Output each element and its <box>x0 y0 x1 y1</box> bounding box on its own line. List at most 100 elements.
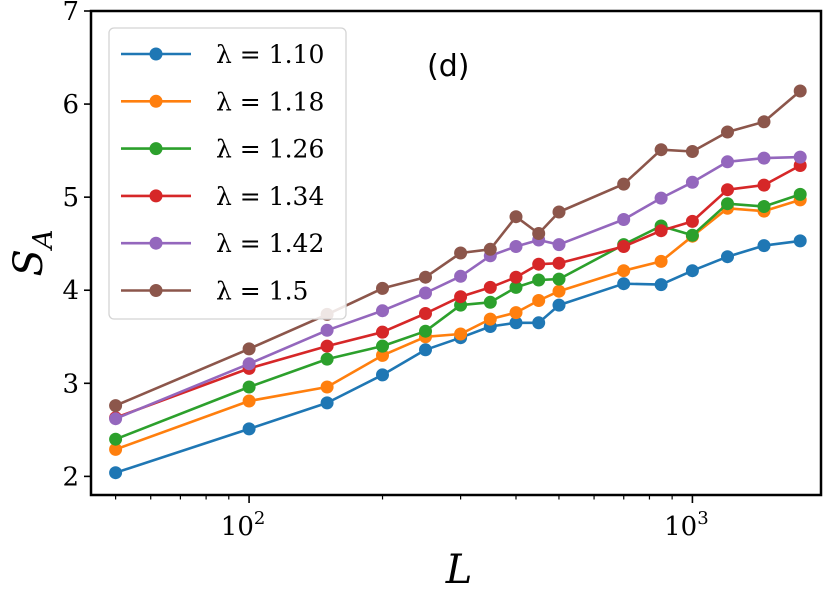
data-point <box>109 399 123 413</box>
y-tick-label: 2 <box>62 462 79 492</box>
data-point <box>109 466 123 480</box>
data-point <box>617 213 631 226</box>
y-tick-label: 6 <box>62 90 79 120</box>
legend-label: λ = 1.5 <box>216 277 308 306</box>
x-tick-label: 103 <box>664 508 709 542</box>
legend-label: λ = 1.10 <box>216 40 324 69</box>
data-point <box>685 145 699 158</box>
legend-label: λ = 1.26 <box>216 135 324 164</box>
x-axis-label: L <box>445 547 473 589</box>
data-point <box>376 348 389 362</box>
data-point <box>552 205 566 219</box>
legend-entry: λ = 1.26 <box>121 135 324 164</box>
data-point <box>454 290 468 304</box>
data-point <box>532 273 546 287</box>
data-point <box>320 380 334 394</box>
y-tick-label: 7 <box>62 0 79 27</box>
data-point <box>509 280 523 294</box>
data-point <box>320 323 334 337</box>
data-point <box>419 270 432 284</box>
y-axis-label-sub: A <box>28 230 59 253</box>
data-point <box>552 256 566 270</box>
y-axis-label-main: S <box>6 249 52 276</box>
data-point <box>320 396 334 410</box>
data-point <box>320 339 334 353</box>
legend-label: λ = 1.34 <box>216 182 324 211</box>
legend-label: λ = 1.42 <box>216 229 324 258</box>
data-point <box>109 432 123 446</box>
data-point <box>109 442 123 456</box>
legend: λ = 1.10 λ = 1.18 λ = 1.26 λ = 1.34 λ = 1.42… <box>108 27 347 320</box>
data-point <box>242 357 256 371</box>
series-layer <box>109 84 807 480</box>
data-point <box>654 278 668 292</box>
data-point <box>320 352 334 366</box>
series-line-5 <box>115 155 801 420</box>
data-point <box>617 277 631 291</box>
data-point <box>376 325 389 339</box>
legend-marker <box>149 236 163 250</box>
data-point <box>419 343 432 357</box>
data-point <box>483 295 497 309</box>
y-tick-label: 3 <box>62 369 79 399</box>
legend-marker <box>149 189 163 203</box>
data-point <box>509 270 523 284</box>
data-point <box>654 254 668 268</box>
data-point <box>454 246 468 260</box>
legend-entry: λ = 1.34 <box>121 182 324 211</box>
data-point <box>654 224 668 238</box>
legend-marker <box>149 94 163 108</box>
data-point <box>793 187 807 201</box>
data-point <box>483 280 497 294</box>
data-point <box>617 240 631 253</box>
legend-entry: λ = 1.42 <box>121 229 324 258</box>
data-point <box>454 327 468 341</box>
data-point <box>793 234 807 248</box>
data-point <box>109 412 123 426</box>
data-point <box>685 228 699 242</box>
ticks-layer: 2 3 4 5 6 7 102 103 <box>62 0 708 542</box>
y-axis-label: SA <box>6 230 59 277</box>
data-point <box>757 239 771 253</box>
data-point <box>509 316 523 330</box>
data-point <box>376 368 389 382</box>
legend-label: λ = 1.18 <box>216 87 324 116</box>
data-point <box>793 150 807 164</box>
panel-label: (d) <box>427 49 469 84</box>
data-point <box>483 312 497 326</box>
data-point <box>685 264 699 278</box>
series-line-1 <box>115 239 801 474</box>
data-point <box>454 269 468 283</box>
data-point <box>376 339 389 353</box>
legend-entry: λ = 1.5 <box>121 277 308 306</box>
data-point <box>721 125 734 139</box>
data-point <box>532 257 546 271</box>
series-line-2 <box>115 198 801 451</box>
data-point <box>721 183 734 197</box>
legend-marker <box>149 142 163 156</box>
data-point <box>552 238 566 252</box>
series-line-4 <box>115 164 801 419</box>
data-point <box>757 151 771 165</box>
data-point <box>617 177 631 191</box>
x-tick-label: 102 <box>221 508 266 542</box>
series-5 <box>109 150 807 426</box>
y-tick-label: 5 <box>62 183 79 213</box>
legend-entry: λ = 1.10 <box>121 40 324 69</box>
data-point <box>483 242 497 256</box>
plot-frame <box>89 9 823 497</box>
data-point <box>757 200 771 213</box>
series-line-3 <box>115 193 801 441</box>
data-point <box>242 422 256 436</box>
data-point <box>757 178 771 192</box>
data-point <box>721 250 734 264</box>
data-point <box>721 197 734 211</box>
data-point <box>242 380 256 394</box>
data-point <box>552 298 566 312</box>
data-point <box>509 240 523 253</box>
data-point <box>685 214 699 228</box>
legend-box <box>108 27 347 320</box>
data-point <box>242 394 256 408</box>
data-point <box>419 324 432 338</box>
